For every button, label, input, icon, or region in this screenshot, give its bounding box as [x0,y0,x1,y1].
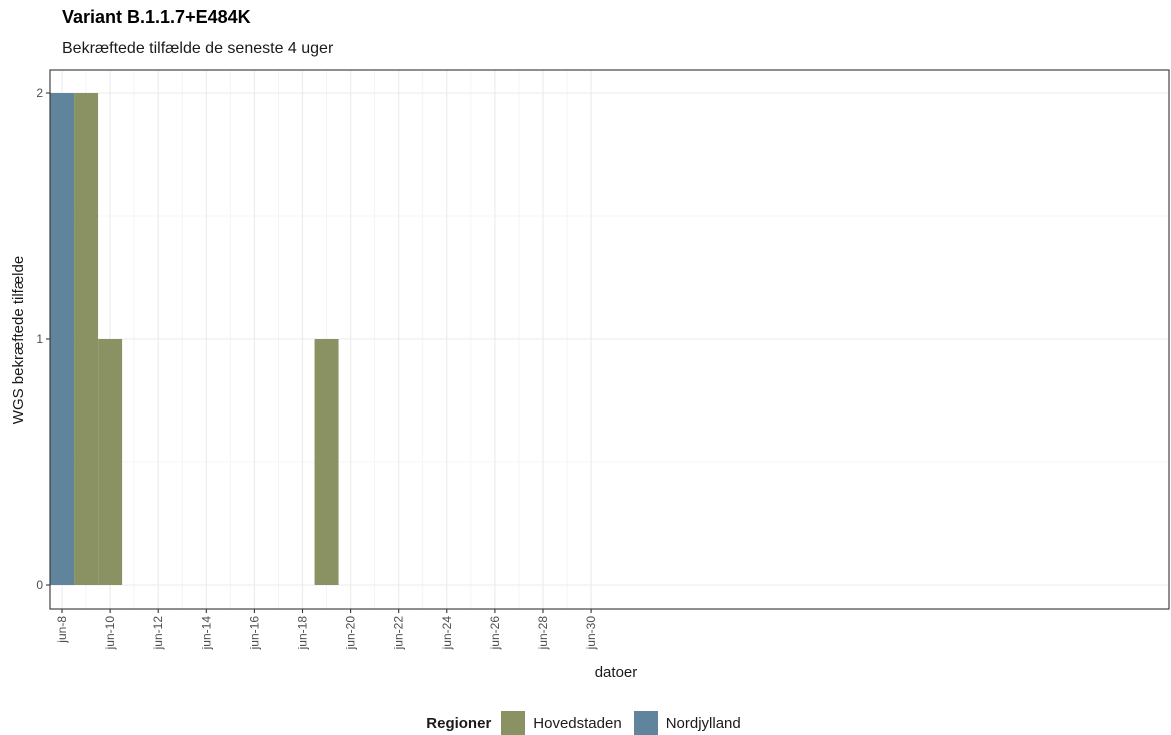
x-tick-label: jun-18 [296,616,310,651]
legend-item-hovedstaden: Hovedstaden [501,711,622,735]
grid-lines [50,70,1169,609]
y-tick-label: 2 [36,86,43,100]
x-tick-label: jun-10 [103,616,117,651]
legend-label-hovedstaden: Hovedstaden [533,714,622,732]
bar-hovedstaden-jun-10 [98,339,123,585]
x-tick-label: jun-8 [55,616,69,644]
y-axis-label: WGS bekræftede tilfælde [10,256,27,424]
x-tick-label: jun-26 [488,616,502,651]
bar-hovedstaden-jun-19 [314,339,339,585]
x-tick-label: jun-12 [151,616,165,651]
y-tick-label: 1 [36,332,43,346]
x-tick-label: jun-30 [584,616,598,651]
chart-subtitle: Bekræftede tilfælde de seneste 4 uger [62,40,334,57]
x-tick-label: jun-22 [392,616,406,651]
x-tick-label: jun-16 [247,616,261,651]
legend-title: Regioner [426,714,492,732]
x-tick-label: jun-28 [536,616,550,651]
bar-nordjylland-jun-8 [50,93,74,585]
x-tick-label: jun-20 [344,616,358,651]
legend-label-nordjylland: Nordjylland [665,714,741,732]
legend-item-nordjylland: Nordjylland [633,711,741,735]
y-axis: 0 1 2 [36,86,50,592]
x-axis-label: datoer [595,664,638,681]
bar-hovedstaden-jun-9 [74,93,99,585]
chart-title: Variant B.1.1.7+E484K [62,7,251,27]
legend: Regioner Hovedstaden Nordjylland [0,711,1171,735]
x-tick-label: jun-14 [199,616,213,651]
x-axis: jun-8 jun-10 jun-12 jun-14 jun-16 jun-18 jun-2… [55,609,598,650]
legend-swatch-hovedstaden [501,711,526,735]
y-tick-label: 0 [36,578,43,592]
x-tick-label: jun-24 [440,616,454,651]
legend-swatch-nordjylland [633,711,658,735]
bar-chart: 012 jun-8 jun-10 jun-12 jun-14 jun-16 jun-18 j… [10,69,1170,681]
bars [50,93,339,585]
